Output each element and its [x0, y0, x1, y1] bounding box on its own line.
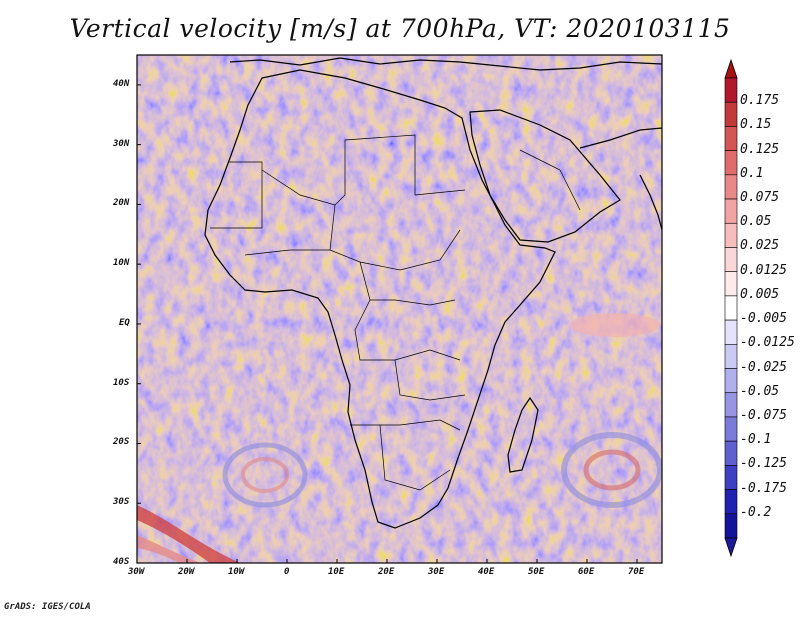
colorbar-label: 0.175	[740, 93, 780, 109]
colorbar-swatch	[724, 126, 738, 151]
colorbar-top-arrow	[724, 58, 738, 79]
lon-tick-label: 50E	[528, 567, 545, 577]
colorbar-label: -0.025	[740, 359, 787, 375]
colorbar-swatch	[724, 368, 738, 394]
coastlines	[204, 57, 662, 529]
lat-tick-label: 10S	[113, 377, 130, 388]
colorbar-label: -0.1	[740, 432, 772, 448]
colorbar-label: -0.2	[740, 504, 772, 520]
lat-tick-label: 30N	[113, 138, 130, 149]
india-coastline	[639, 174, 662, 231]
colorbar-label: -0.175	[740, 480, 787, 496]
lat-tick-label: 40N	[113, 78, 130, 89]
plot-frame	[136, 54, 663, 564]
colorbar-swatch	[724, 77, 738, 103]
axis-ticks	[136, 84, 638, 564]
colorbar-bottom-arrow	[724, 537, 738, 558]
colorbar-swatch	[724, 489, 738, 515]
lon-tick-label: 70E	[628, 567, 645, 577]
colorbar-swatch	[724, 247, 738, 272]
colorbar-swatch	[724, 465, 738, 490]
colorbar-label: -0.075	[740, 407, 787, 423]
colorbar-swatch	[724, 513, 738, 539]
lat-tick-label: 40S	[113, 557, 130, 567]
colorbar-label: 0.005	[740, 286, 780, 302]
colorbar-swatch	[724, 101, 738, 127]
madagascar-coastline	[507, 396, 539, 473]
colorbar	[724, 58, 738, 558]
colorbar-swatch	[724, 295, 738, 321]
lat-tick-label: EQ	[119, 317, 130, 328]
lon-tick-label: 60E	[578, 567, 595, 577]
lon-tick-label: 10E	[328, 567, 345, 577]
colorbar-label: -0.125	[740, 456, 787, 472]
colorbar-swatch	[724, 344, 738, 369]
colorbar-swatch	[724, 416, 738, 442]
colorbar-label: -0.05	[740, 383, 780, 399]
lat-tick-label: 30S	[113, 497, 130, 508]
colorbar-swatch	[724, 198, 738, 224]
borders	[210, 134, 581, 491]
europe-coastline	[229, 57, 662, 71]
colorbar-swatch	[724, 271, 738, 297]
colorbar-label: 0.075	[740, 190, 780, 206]
colorbar-label: 0.15	[740, 117, 772, 133]
colorbar-swatch	[724, 392, 738, 418]
lat-tick-label: 10N	[113, 258, 130, 269]
lon-tick-label: 40E	[478, 567, 495, 577]
arabia-coastline	[469, 109, 621, 243]
colorbar-label: 0.1	[740, 165, 764, 181]
colorbar-swatch	[724, 174, 738, 200]
lat-tick-label: 20S	[113, 437, 130, 448]
lat-tick-label: 20N	[113, 198, 130, 209]
iran-coastline	[579, 127, 662, 149]
lon-tick-label: 30W	[128, 567, 145, 577]
colorbar-label: 0.0125	[740, 262, 787, 278]
colorbar-label: 0.025	[740, 238, 780, 254]
map-title: Vertical velocity [m/s] at 700hPa, VT: 2…	[69, 14, 731, 43]
colorbar-swatch	[724, 222, 738, 248]
lon-tick-label: 20W	[178, 567, 195, 577]
lon-tick-label: 10W	[228, 567, 245, 577]
colorbar-label: -0.0125	[740, 335, 795, 351]
colorbar-swatch	[724, 150, 738, 176]
lon-tick-label: 0	[284, 567, 290, 577]
colorbar-label: 0.05	[740, 214, 772, 230]
lon-tick-label: 30E	[428, 567, 445, 577]
colorbar-label: 0.125	[740, 141, 780, 157]
field-layer	[137, 55, 662, 563]
footer-credit: GrADS: IGES/COLA	[4, 602, 91, 612]
lon-tick-label: 20E	[378, 567, 395, 577]
colorbar-label: -0.005	[740, 311, 787, 327]
africa-coastline	[204, 69, 556, 529]
colorbar-swatch	[724, 440, 738, 466]
colorbar-swatch	[724, 319, 738, 345]
